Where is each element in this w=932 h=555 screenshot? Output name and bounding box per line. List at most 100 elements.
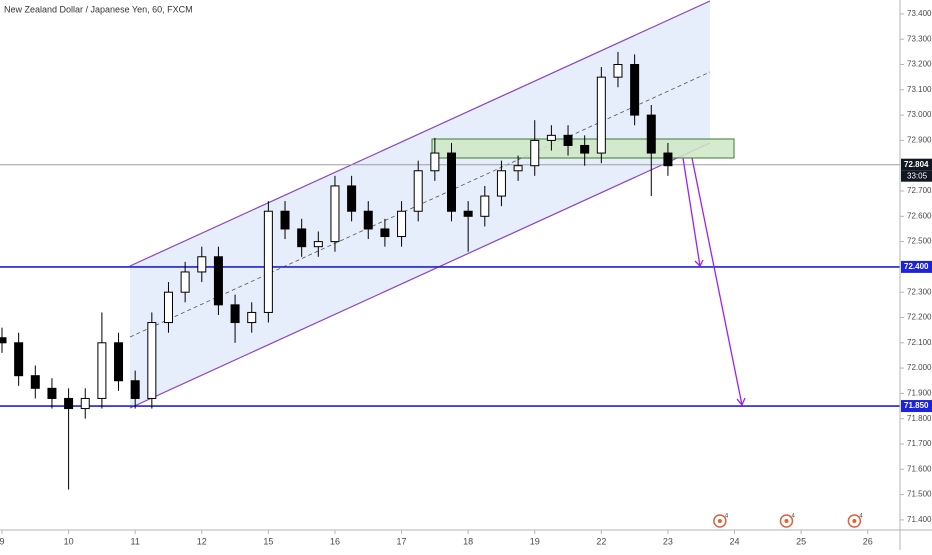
candle-body — [147, 322, 157, 399]
y-tick-label: 71.900 — [907, 388, 932, 397]
candle-body — [347, 185, 357, 212]
candle-body — [247, 311, 257, 324]
candles — [0, 51, 673, 490]
x-tick-label: 25 — [796, 536, 806, 546]
y-tick-label: 72.700 — [907, 186, 932, 195]
candle-body — [646, 114, 656, 154]
arrows — [682, 157, 746, 407]
price-bubble-label: 71.850 — [904, 401, 929, 410]
x-tick-label: 9 — [0, 536, 5, 546]
event-dot — [717, 519, 722, 523]
y-tick-label: 72.200 — [907, 313, 932, 322]
candle-body — [580, 144, 590, 154]
candle-body — [363, 210, 373, 230]
arrow-head — [694, 259, 704, 268]
x-tick-label: 23 — [663, 536, 673, 546]
y-tick-label: 73.100 — [907, 85, 932, 94]
countdown: 33:05 — [907, 171, 928, 180]
x-tick-label: 11 — [131, 536, 140, 546]
projection-arrow — [682, 157, 701, 267]
candle-body — [180, 271, 190, 293]
candle-body — [630, 64, 640, 116]
candle-body — [0, 337, 7, 344]
price-bubble — [901, 400, 932, 413]
candle-body — [130, 380, 140, 399]
y-tick-label: 71.600 — [907, 464, 932, 473]
candle-body — [380, 228, 390, 238]
event-count: 4 — [725, 514, 729, 520]
price-bubble — [901, 260, 932, 273]
x-tick-label: 24 — [730, 536, 740, 546]
x-tick-label: 26 — [863, 536, 873, 546]
x-tick-label: 19 — [530, 536, 540, 546]
candle-body — [114, 342, 124, 382]
y-tick-label: 71.400 — [907, 515, 932, 524]
event-count: 4 — [859, 514, 863, 520]
candle-body — [430, 152, 440, 172]
candle-body — [64, 397, 74, 410]
x-tick-label: 16 — [330, 536, 340, 546]
price-bubble-label: 72.400 — [904, 262, 929, 271]
candle-body — [30, 375, 40, 389]
y-tick-label: 72.000 — [907, 363, 932, 372]
candle-body — [297, 228, 307, 248]
candle-body — [330, 185, 340, 243]
candle-body — [163, 291, 173, 324]
x-tick-label: 12 — [197, 536, 207, 546]
event-dot — [852, 519, 857, 523]
candle-body — [313, 241, 323, 248]
candle-body — [663, 152, 673, 167]
chart-title: New Zealand Dollar / Japanese Yen, 60, F… — [4, 4, 193, 14]
candle-body — [546, 134, 556, 141]
candle-body — [280, 210, 290, 230]
y-tick-label: 72.900 — [907, 136, 932, 145]
event-count: 4 — [791, 514, 795, 520]
candle-body — [480, 195, 490, 217]
channel-upper — [129, 0, 711, 267]
y-tick-label: 72.500 — [907, 237, 932, 246]
candle-body — [496, 170, 506, 197]
candle-body — [14, 342, 24, 377]
y-tick-label: 72.600 — [907, 211, 932, 220]
y-tick-label: 71.700 — [907, 439, 932, 448]
candle-body — [463, 210, 473, 217]
y-tick-label: 73.400 — [907, 9, 932, 18]
projection-arrow — [691, 157, 743, 406]
countdown-bubble — [901, 170, 932, 182]
y-tick-label: 73.200 — [907, 60, 932, 69]
candle-body — [613, 64, 623, 78]
candle-body — [80, 397, 90, 410]
x-tick-label: 22 — [596, 536, 606, 546]
candle-body — [563, 134, 573, 146]
y-tick-label: 71.500 — [907, 490, 932, 499]
x-tick-label: 17 — [397, 536, 407, 546]
y-tick-label: 73.300 — [907, 34, 932, 43]
price-bubble — [901, 158, 932, 171]
channel-lower — [129, 142, 711, 409]
candle-body — [596, 76, 606, 154]
x-tick-label: 15 — [263, 536, 273, 546]
x-tick-label: 18 — [463, 536, 473, 546]
candle-body — [47, 387, 57, 399]
candle-body — [447, 152, 456, 212]
candle-body — [397, 210, 407, 238]
candle-body — [213, 256, 223, 306]
y-tick-label: 71.800 — [907, 414, 932, 423]
x-tick-label: 10 — [64, 536, 74, 546]
candle-body — [263, 210, 273, 313]
candle-body — [513, 165, 523, 172]
candle-body — [530, 139, 540, 167]
candle-body — [97, 342, 107, 399]
y-tick-label: 72.100 — [907, 338, 932, 347]
y-tick-label: 73.000 — [907, 110, 932, 119]
axes: 73.400 73.300 73.200 73.100 73.000 72.900 72.7… — [0, 9, 932, 546]
candle-body — [197, 256, 207, 273]
arrow-head — [736, 397, 746, 407]
event-dot — [784, 519, 789, 523]
candle-body — [230, 304, 240, 324]
y-tick-label: 72.300 — [907, 287, 932, 296]
candle-body — [413, 170, 423, 212]
price-bubble-label: 72.804 — [904, 160, 929, 169]
